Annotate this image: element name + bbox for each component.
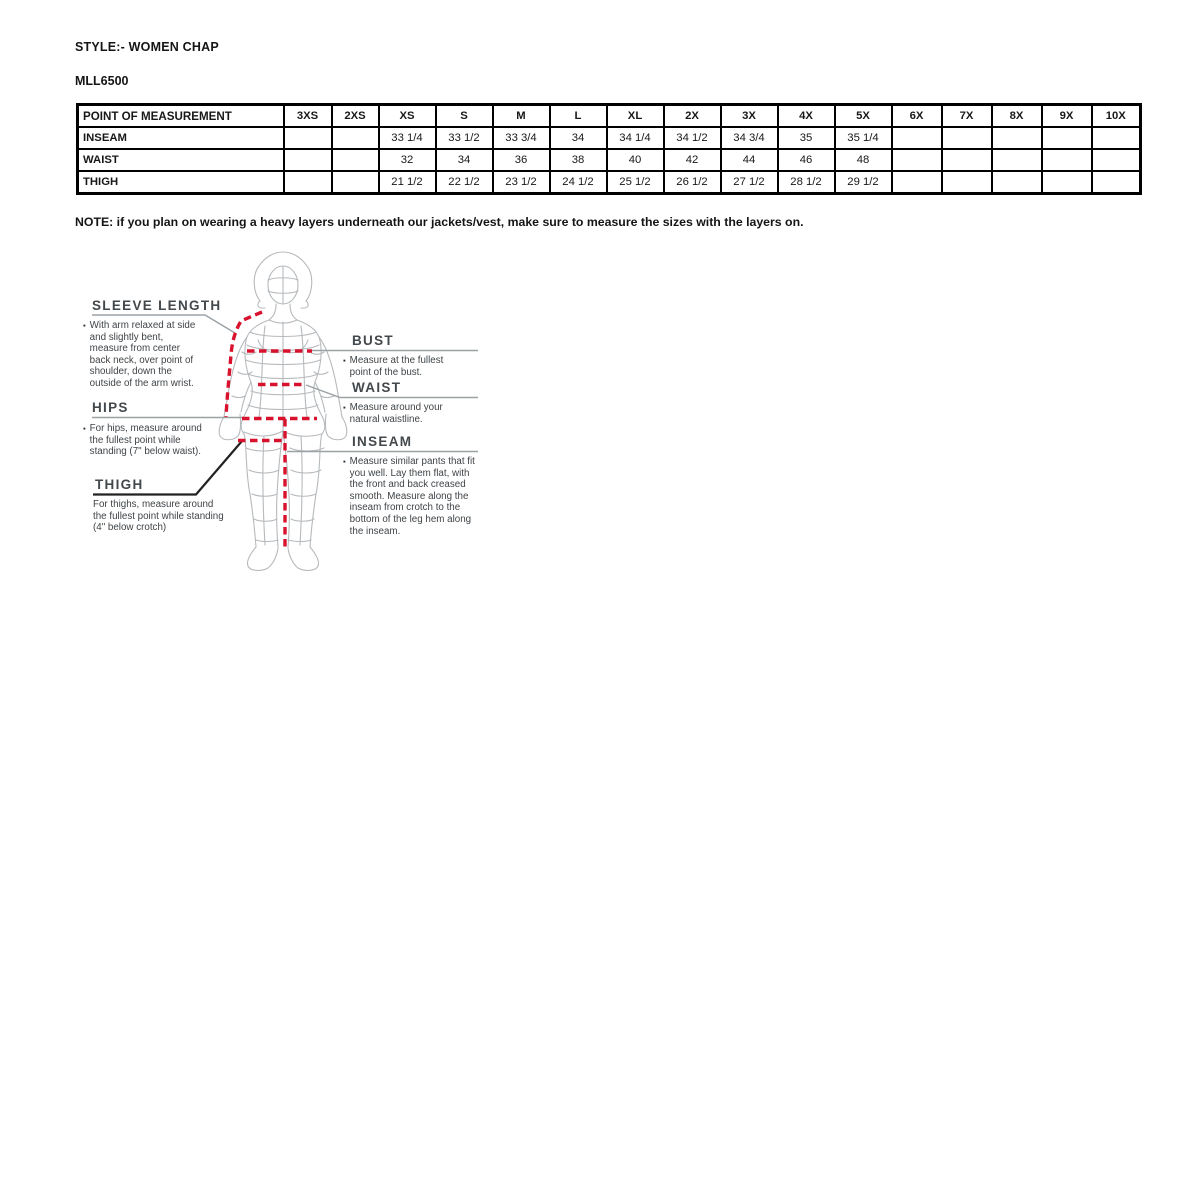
style-title: STYLE:- WOMEN CHAP	[75, 40, 219, 54]
size-value-cell	[990, 170, 1043, 195]
table-row: WAIST 32 34 36 38 40 42 44 46 48	[76, 148, 1142, 172]
column-header-size: L	[548, 103, 608, 128]
size-value-cell	[890, 148, 943, 172]
size-value-cell: 27 1/2	[719, 170, 779, 195]
size-value-cell	[1090, 126, 1142, 150]
column-header-size: 9X	[1040, 103, 1093, 128]
size-value-cell	[1090, 148, 1142, 172]
column-header-size: S	[434, 103, 494, 128]
row-label: INSEAM	[76, 126, 285, 150]
size-value-cell	[1040, 148, 1093, 172]
size-value-cell: 36	[491, 148, 551, 172]
size-value-cell: 34 3/4	[719, 126, 779, 150]
size-chart-table: POINT OF MEASUREMENT 3XS 2XS XS S M L XL 2X 3X 4X 5…	[76, 103, 1142, 195]
size-value-cell: 34 1/2	[662, 126, 722, 150]
note-text: NOTE: if you plan on wearing a heavy lay…	[75, 215, 804, 229]
size-value-cell	[890, 126, 943, 150]
hips-label: HIPS	[92, 400, 129, 415]
size-value-cell	[1040, 126, 1093, 150]
table-body: INSEAM 33 1/4 33 1/2 33 3/4 34 34 1/4 34 1/2 34…	[76, 126, 1142, 195]
size-value-cell: 28 1/2	[776, 170, 836, 195]
sleeve-measure-line	[224, 310, 263, 418]
column-header-size: M	[491, 103, 551, 128]
size-value-cell: 33 1/2	[434, 126, 494, 150]
size-value-cell	[330, 126, 380, 150]
size-value-cell: 29 1/2	[833, 170, 893, 195]
size-value-cell	[990, 126, 1043, 150]
size-value-cell: 46	[776, 148, 836, 172]
column-header-size: 4X	[776, 103, 836, 128]
column-header-size: XS	[377, 103, 437, 128]
size-value-cell	[940, 148, 993, 172]
bust-description: ▪ Measure at the fullest point of the bu…	[343, 355, 444, 378]
column-header-size: 2X	[662, 103, 722, 128]
size-value-cell: 48	[833, 148, 893, 172]
thigh-label: THIGH	[95, 477, 144, 492]
column-header-size: 10X	[1090, 103, 1142, 128]
table-head: POINT OF MEASUREMENT 3XS 2XS XS S M L XL 2X 3X 4X 5…	[76, 103, 1142, 128]
size-value-cell: 21 1/2	[377, 170, 437, 195]
measurement-lines-red	[224, 310, 317, 549]
size-value-cell	[330, 148, 380, 172]
size-value-cell: 24 1/2	[548, 170, 608, 195]
column-header-size: 5X	[833, 103, 893, 128]
column-header-size: 3X	[719, 103, 779, 128]
size-value-cell	[940, 126, 993, 150]
table-row: THIGH 21 1/2 22 1/2 23 1/2 24 1/2 25 1/2 26 1/…	[76, 170, 1142, 195]
inseam-description: ▪ Measure similar pants that fit you wel…	[343, 456, 475, 537]
sleeve-length-label: SLEEVE LENGTH	[92, 298, 222, 313]
size-value-cell	[990, 148, 1043, 172]
size-value-cell: 34	[548, 126, 608, 150]
bullet-square-icon: ▪	[83, 424, 86, 433]
row-label: WAIST	[76, 148, 285, 172]
sleeve-length-description: ▪ With arm relaxed at side and slightly …	[83, 320, 196, 389]
model-number: MLL6500	[75, 74, 129, 88]
size-value-cell: 42	[662, 148, 722, 172]
size-value-cell	[282, 170, 333, 195]
size-value-cell	[1040, 170, 1093, 195]
size-value-cell: 35	[776, 126, 836, 150]
size-value-cell: 40	[605, 148, 665, 172]
size-value-cell: 26 1/2	[662, 170, 722, 195]
size-value-cell: 44	[719, 148, 779, 172]
thigh-description: For thighs, measure around the fullest p…	[93, 499, 224, 534]
size-value-cell: 23 1/2	[491, 170, 551, 195]
row-label: THIGH	[76, 170, 285, 195]
table-row: INSEAM 33 1/4 33 1/2 33 3/4 34 34 1/4 34 1/2 34…	[76, 126, 1142, 150]
column-header-size: 2XS	[330, 103, 380, 128]
bust-label: BUST	[352, 333, 394, 348]
size-value-cell	[282, 148, 333, 172]
bullet-square-icon: ▪	[343, 457, 346, 466]
size-value-cell: 34	[434, 148, 494, 172]
size-value-cell: 38	[548, 148, 608, 172]
size-value-cell: 33 3/4	[491, 126, 551, 150]
size-value-cell: 25 1/2	[605, 170, 665, 195]
bullet-square-icon: ▪	[343, 403, 346, 412]
waist-description: ▪ Measure around your natural waistline.	[343, 402, 443, 425]
header-row: POINT OF MEASUREMENT 3XS 2XS XS S M L XL 2X 3X 4X 5…	[76, 103, 1142, 128]
size-value-cell: 22 1/2	[434, 170, 494, 195]
column-header-point-of-measurement: POINT OF MEASUREMENT	[76, 103, 285, 128]
column-header-size: XL	[605, 103, 665, 128]
body-figure-icon	[218, 251, 348, 571]
size-value-cell	[890, 170, 943, 195]
bullet-square-icon: ▪	[343, 356, 346, 365]
column-header-size: 3XS	[282, 103, 333, 128]
bullet-square-icon: ▪	[83, 321, 86, 330]
column-header-size: 7X	[940, 103, 993, 128]
size-value-cell	[940, 170, 993, 195]
size-value-cell: 32	[377, 148, 437, 172]
size-value-cell	[282, 126, 333, 150]
inseam-label: INSEAM	[352, 434, 413, 449]
size-value-cell: 34 1/4	[605, 126, 665, 150]
column-header-size: 8X	[990, 103, 1043, 128]
size-value-cell	[1090, 170, 1142, 195]
waist-label: WAIST	[352, 380, 402, 395]
size-value-cell	[330, 170, 380, 195]
size-value-cell: 33 1/4	[377, 126, 437, 150]
hips-description: ▪ For hips, measure around the fullest p…	[83, 423, 202, 458]
size-value-cell: 35 1/4	[833, 126, 893, 150]
column-header-size: 6X	[890, 103, 943, 128]
